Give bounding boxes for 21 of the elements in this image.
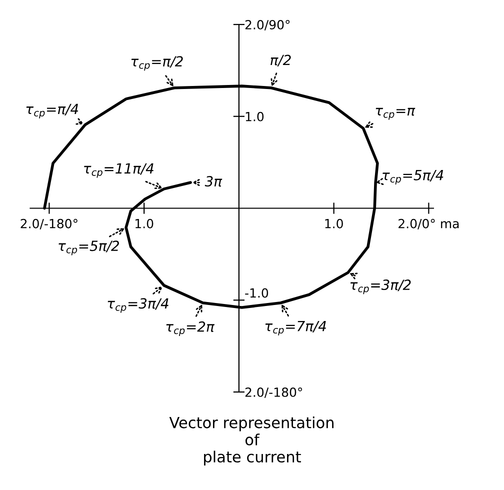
- annotation: 3π: [204, 176, 222, 187]
- y-tick-label: 2.0/90°: [245, 20, 290, 30]
- annotation: τ$_{cp}$=7π/4: [265, 321, 326, 336]
- annotation: τ$_{cp}$=3π/2: [350, 280, 411, 294]
- annotation: τ$_{cp}$=π/2: [131, 56, 183, 71]
- annotation: τ$_{cp}$=π/4: [26, 104, 78, 118]
- y-tick-label: 2.0/-180°: [245, 387, 302, 398]
- x-tick-label: 2.0/-180°: [20, 218, 78, 230]
- annotation: τ$_{cp}$=5π/2: [58, 240, 119, 256]
- annotation: τ$_{cp}$=5π/4: [382, 170, 444, 184]
- annotation: π/2: [270, 54, 291, 66]
- annotation: τ$_{cp}$=3π/4: [108, 298, 168, 313]
- x-tick-label: 1.0: [136, 218, 154, 228]
- text: Vector representation of plate current: [169, 416, 334, 466]
- annotation: τ$_{cp}$=π: [376, 108, 416, 120]
- x-tick-label: 1.0: [325, 218, 343, 228]
- annotation: τ$_{cp}$=2π: [166, 321, 215, 336]
- x-tick-label: 2.0/0° ma: [398, 218, 459, 230]
- annotation: τ$_{cp}$=11π/4: [84, 163, 154, 178]
- y-tick-label: -1.0: [245, 288, 268, 298]
- y-tick-label: 1.0: [246, 112, 264, 122]
